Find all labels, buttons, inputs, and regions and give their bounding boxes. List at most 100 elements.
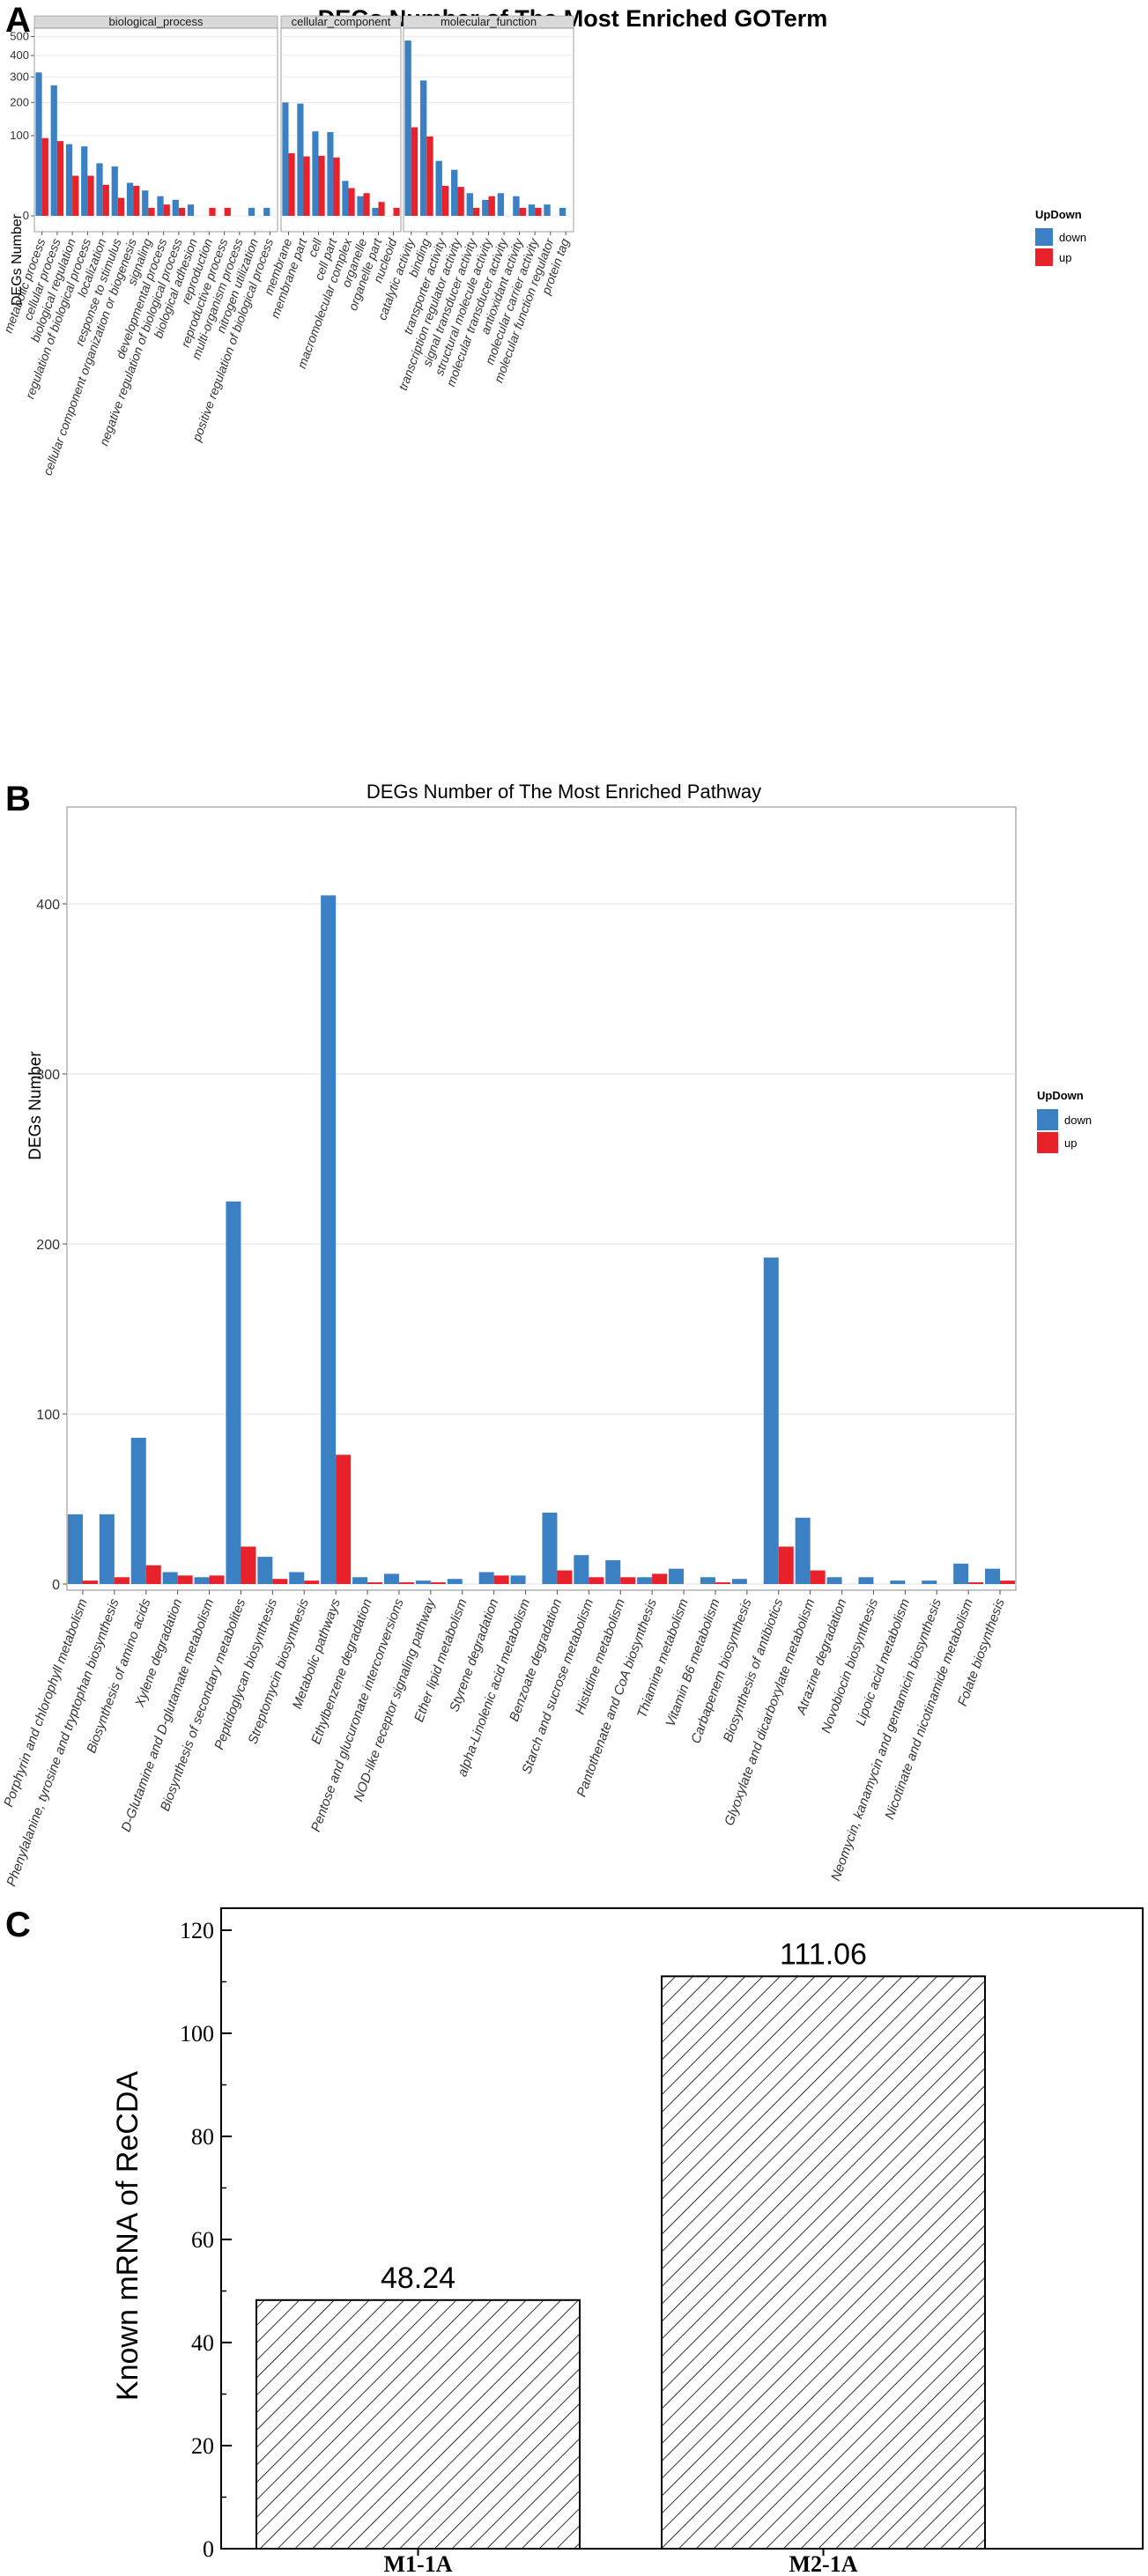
chart-b-panel	[66, 806, 1017, 1591]
chart-b-bar-down	[130, 1438, 146, 1584]
bar-down	[372, 207, 379, 216]
chart-b-bar-down	[415, 1580, 431, 1584]
chart-b-bar-down	[700, 1577, 715, 1584]
chart-b-bar-down	[795, 1517, 811, 1584]
bar-up	[102, 184, 109, 216]
bar-down	[35, 72, 42, 216]
chart-b-bar-up	[82, 1580, 98, 1584]
chart-a-legend-label-up: up	[1059, 251, 1071, 264]
chart-b-bar-down	[257, 1557, 273, 1584]
chart-c-bar-m1-1a	[256, 2298, 581, 2550]
chart-b-bar-down	[321, 895, 337, 1584]
chart-b-bar-up	[145, 1565, 161, 1584]
bar-down	[513, 196, 520, 216]
chart-c-y-tick-label: 80	[191, 2124, 214, 2150]
bar-down	[327, 131, 334, 216]
chart-b-bar-down	[447, 1579, 463, 1584]
chart-b-bar-up	[652, 1573, 668, 1584]
bar-up	[378, 202, 385, 216]
chart-b-y-tick-label: 300	[36, 1068, 60, 1083]
chart-b-bar-down	[67, 1514, 83, 1584]
chart-b-bar-up	[177, 1575, 193, 1584]
chart-a-legend-label-down: down	[1059, 231, 1086, 244]
bar-up	[224, 207, 231, 216]
chart-b-bar-down	[826, 1577, 842, 1584]
bar-up	[133, 185, 140, 216]
bar-up	[348, 188, 355, 216]
chart-c-x-tick-label: M2-1A	[789, 2551, 858, 2576]
chart-b-bar-down	[352, 1577, 368, 1584]
bar-down	[65, 144, 73, 216]
chart-b-bar-up	[241, 1546, 256, 1584]
panel-a-letter: A	[5, 1, 31, 40]
facet-strip-label: biological_process	[109, 15, 204, 28]
bar-up	[178, 207, 186, 216]
bar-up	[163, 204, 170, 216]
chart-c-x-tick-label: M1-1A	[384, 2551, 453, 2576]
bar-up	[117, 197, 125, 216]
bar-up	[426, 136, 433, 216]
chart-a-y-tick-label: 400	[10, 48, 29, 62]
chart-b-bar-down	[605, 1559, 621, 1584]
bar-up	[288, 152, 295, 216]
chart-b-bar-up	[114, 1577, 130, 1584]
bar-down	[342, 181, 349, 216]
chart-c-bar-m2-1a	[661, 1975, 986, 2550]
panel-b-letter: B	[5, 780, 31, 818]
bar-down	[482, 199, 489, 216]
chart-a-legend-swatch-down	[1035, 228, 1053, 246]
chart-b-bar-down	[194, 1577, 210, 1584]
chart-b-bar-down	[985, 1568, 1001, 1584]
chart-c-y-tick-label: 0	[203, 2536, 214, 2562]
chart-a-ylabel: DEGs Number	[10, 213, 25, 306]
chart-b-ylabel: DEGs Number	[26, 1051, 45, 1160]
chart-a-legend-title: UpDown	[1035, 208, 1082, 221]
chart-b-bar-down	[478, 1572, 494, 1584]
bar-down	[559, 207, 567, 216]
bar-up	[56, 141, 64, 216]
bar-down	[282, 102, 289, 216]
bar-down	[111, 166, 118, 216]
chart-a-y-tick-label: 300	[10, 70, 29, 83]
chart-c-y-tick-label: 100	[180, 2021, 214, 2047]
panel-c-letter: C	[5, 1906, 31, 1944]
chart-b-y-tick-label: 100	[36, 1408, 60, 1423]
bar-down	[312, 131, 319, 216]
chart-a-y-tick-label: 500	[10, 30, 29, 43]
chart-b-bar-up	[430, 1582, 446, 1584]
chart-a-y-tick-label: 200	[10, 95, 29, 108]
bar-up	[535, 207, 542, 216]
bar-down	[142, 190, 149, 216]
chart-b-bar-up	[367, 1582, 383, 1584]
bar-up	[209, 207, 216, 216]
chart-a-legend: UpDown down up	[1035, 208, 1086, 266]
chart-b-bar-down	[162, 1572, 178, 1584]
bar-down	[297, 103, 304, 216]
bar-down	[497, 193, 505, 216]
bar-down	[544, 204, 551, 216]
bar-down	[404, 41, 411, 216]
bar-up	[148, 207, 155, 216]
chart-b-bar-up	[968, 1582, 984, 1584]
chart-b-bar-up	[336, 1455, 352, 1584]
chart-b-y-tick-label: 0	[52, 1578, 60, 1593]
bar-down	[263, 207, 270, 216]
bar-down	[157, 196, 164, 216]
chart-b-bar-down	[858, 1577, 874, 1584]
chart-b-bar-up	[398, 1582, 414, 1584]
bar-down	[172, 199, 179, 216]
bar-up	[303, 156, 310, 216]
bar-down	[357, 196, 364, 216]
bar-down	[528, 204, 536, 216]
bar-down	[466, 193, 473, 216]
chart-b-bar-down	[574, 1555, 589, 1584]
bar-down	[435, 160, 442, 216]
chart-c-y-tick-label: 20	[191, 2433, 214, 2459]
chart-b-legend-swatch-up	[1037, 1132, 1058, 1153]
bar-up	[363, 193, 370, 216]
bar-up	[318, 155, 325, 216]
chart-b-bar-up	[1000, 1580, 1016, 1584]
